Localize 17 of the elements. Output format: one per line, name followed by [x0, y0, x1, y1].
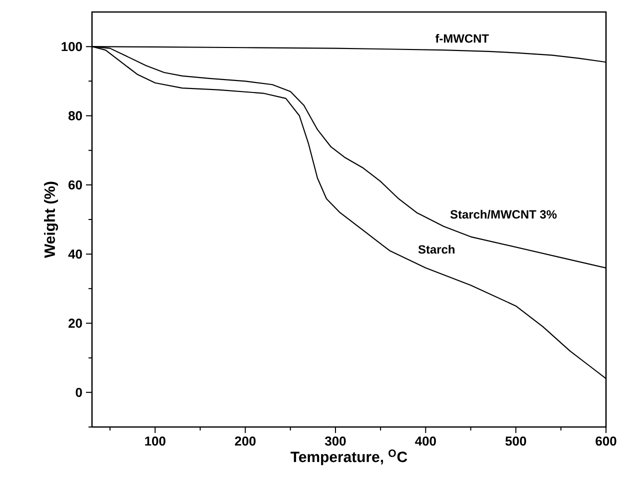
x-axis-title: Temperature, $^{O}$C	[290, 450, 408, 466]
y-tick-label: 0	[76, 388, 82, 397]
y-tick-label: 100	[62, 42, 82, 52]
series-label: Starch/MWCNT 3%	[450, 210, 557, 219]
series-label: Starch	[418, 244, 454, 254]
y-tick-label: 20	[68, 318, 82, 328]
x-tick-label: 500	[505, 436, 526, 446]
y-tick-label: 40	[68, 249, 82, 259]
x-tick-label: 100	[145, 436, 166, 446]
x-tick-label: 200	[234, 436, 256, 446]
y-axis-title: Weight (%)	[44, 182, 58, 258]
series-label: f-MWCNT	[435, 34, 489, 43]
y-tick-label: 80	[68, 111, 82, 120]
x-tick-label: 400	[415, 436, 436, 446]
x-tick-label: 600	[596, 436, 616, 446]
x-tick-label: 300	[324, 436, 346, 446]
y-tick-label: 60	[68, 180, 82, 190]
